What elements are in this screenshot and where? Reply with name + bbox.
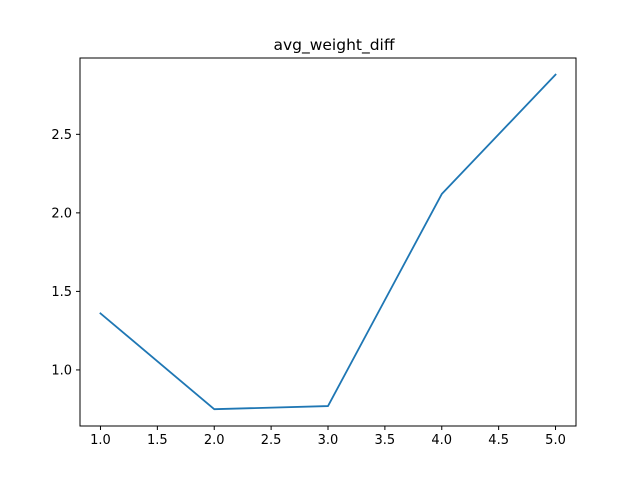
x-tick-label: 3.0 [318,433,339,448]
x-tick-label: 1.0 [90,433,111,448]
x-tick-label: 4.5 [488,433,509,448]
x-tick-label: 1.5 [147,433,168,448]
y-axis: 1.0 1.5 2.0 2.5 [51,128,80,378]
chart-title: avg_weight_diff [273,36,394,55]
x-tick-label: 4.0 [431,433,452,448]
y-tick-label: 1.0 [51,363,72,378]
x-tick-label: 3.5 [375,433,396,448]
series-group [99,73,557,411]
x-tick-label: 2.5 [261,433,282,448]
x-tick-label: 5.0 [545,433,566,448]
plot-area-frame [79,57,577,427]
y-tick-label: 2.0 [51,206,72,221]
y-tick-label: 1.5 [51,285,72,300]
x-axis: 1.0 1.5 2.0 2.5 3.0 3.5 4.0 4.5 5.0 [90,426,566,448]
y-tick-label: 2.5 [51,128,72,143]
x-tick-label: 2.0 [204,433,225,448]
